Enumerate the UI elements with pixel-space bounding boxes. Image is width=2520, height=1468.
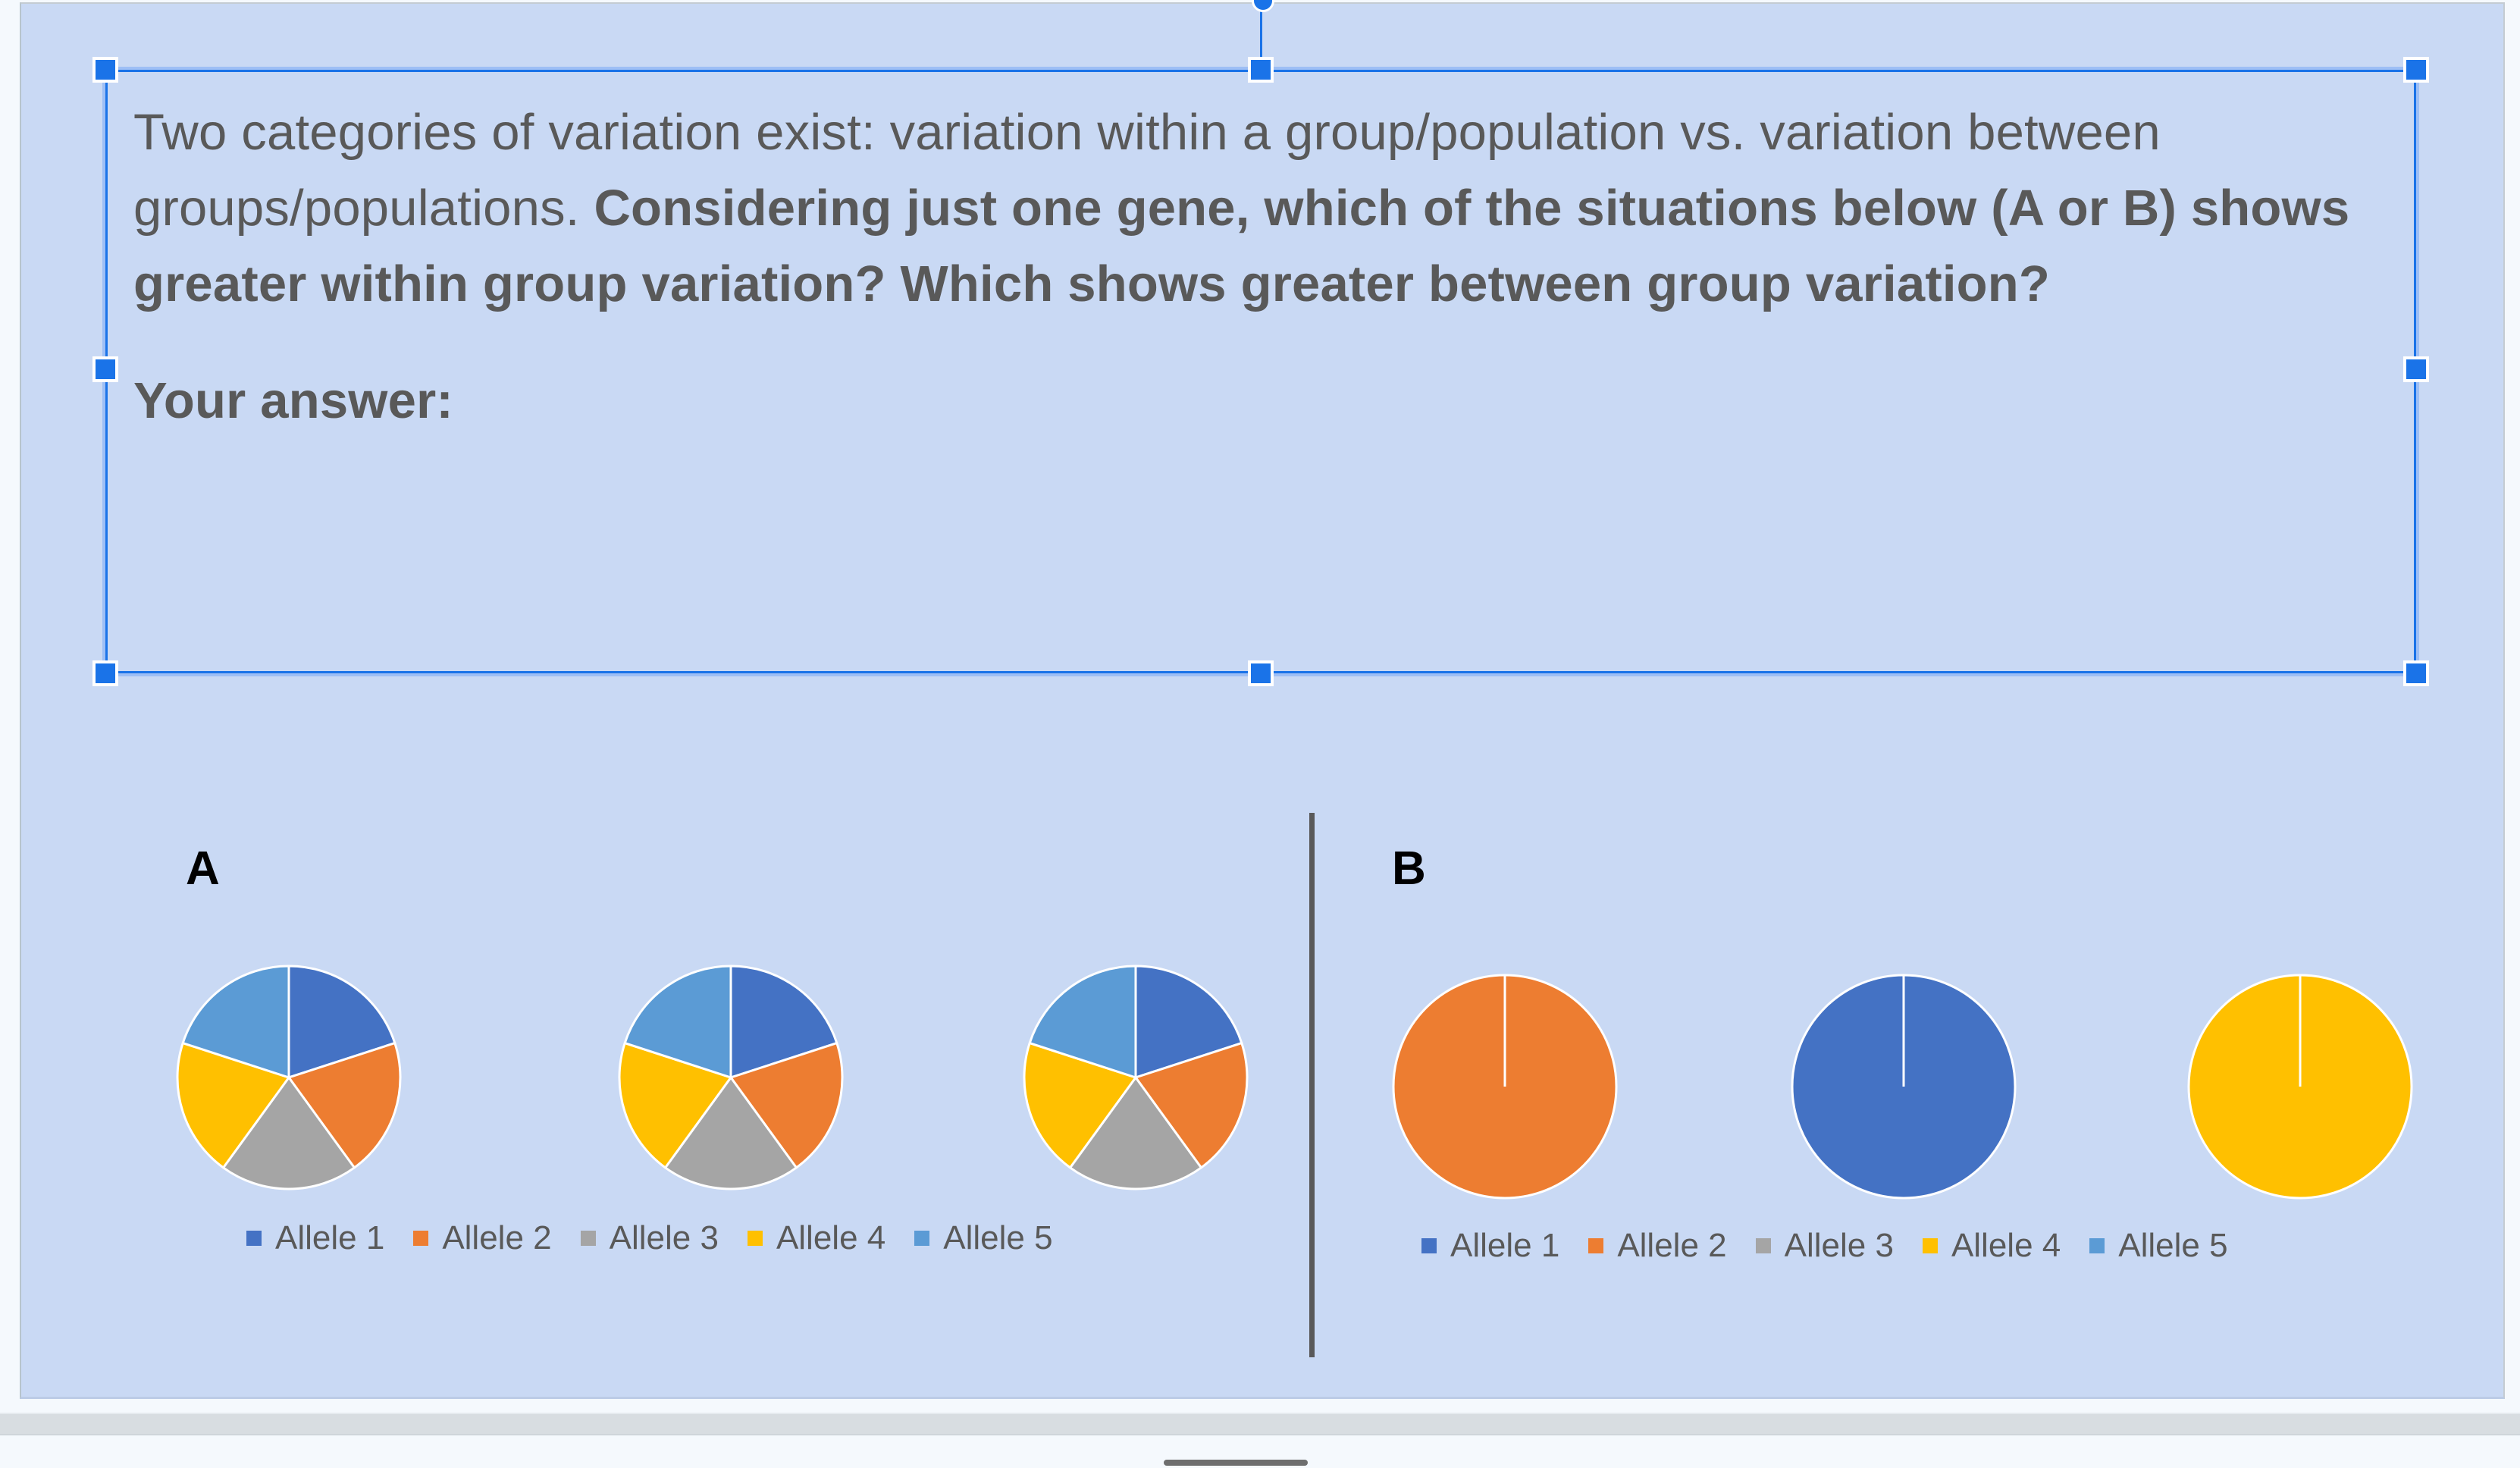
resize-handle-top-right[interactable]: [2403, 57, 2429, 83]
legend-item: Allele 3: [1755, 1227, 1894, 1265]
slide-canvas[interactable]: [20, 2, 2505, 1399]
legend-label: Allele 5: [943, 1219, 1053, 1256]
legend-swatch-icon: [580, 1231, 596, 1246]
legend-item: Allele 1: [246, 1219, 384, 1257]
pie-chart-a1: [175, 964, 403, 1191]
resize-handle-bottom-right[interactable]: [2403, 660, 2429, 686]
legend-swatch-icon: [1421, 1238, 1437, 1253]
legend-label: Allele 5: [2118, 1227, 2228, 1264]
pie-chart-b2: [1790, 973, 2017, 1200]
legend-item: Allele 4: [1922, 1227, 2061, 1265]
pie-slice: [1134, 1042, 1249, 1169]
legend-label: Allele 4: [1951, 1227, 2061, 1264]
legend-swatch-icon: [1755, 1238, 1771, 1253]
pie-slice: [176, 1042, 290, 1169]
legend-label: Allele 1: [1450, 1227, 1560, 1264]
resize-handle-middle-left[interactable]: [92, 356, 118, 382]
pie-slice: [222, 1076, 356, 1190]
horizontal-scrollbar-track[interactable]: [0, 1413, 2520, 1435]
panel-a-label: A: [186, 842, 220, 895]
legend-swatch-icon: [1588, 1238, 1604, 1253]
rotate-handle-stem: [1260, 0, 1262, 70]
legend-label: Allele 3: [609, 1219, 719, 1256]
resize-handle-top-center[interactable]: [1248, 57, 1274, 83]
legend-item: Allele 2: [413, 1219, 552, 1257]
legend-label: Allele 4: [776, 1219, 886, 1256]
legend-swatch-icon: [246, 1231, 262, 1246]
pie-slice: [181, 965, 290, 1079]
pie-slice: [618, 1042, 732, 1169]
legend-swatch-icon: [413, 1231, 429, 1246]
resize-handle-bottom-left[interactable]: [92, 660, 118, 686]
panel-divider: [1309, 813, 1315, 1357]
pie-slice: [1028, 965, 1137, 1079]
resize-handle-top-left[interactable]: [92, 57, 118, 83]
question-prompt: Considering just one gene, which of the …: [133, 180, 2350, 312]
legend-item: Allele 3: [580, 1219, 719, 1257]
resize-handle-bottom-center[interactable]: [1248, 660, 1274, 686]
pie-slice: [1069, 1076, 1202, 1190]
pie-chart-b3: [2186, 973, 2414, 1200]
answer-label: Your answer:: [133, 372, 453, 429]
pie-slice: [287, 1042, 402, 1169]
pie-slice: [664, 1076, 798, 1190]
panel-b-label: B: [1392, 842, 1426, 895]
pie-slice: [729, 1042, 844, 1169]
legend-item: Allele 1: [1421, 1227, 1559, 1265]
legend-swatch-icon: [914, 1231, 930, 1246]
question-text-box[interactable]: Two categories of variation exist: varia…: [133, 95, 2400, 439]
legend-label: Allele 3: [1784, 1227, 1894, 1264]
pie-chart-b1: [1391, 973, 1619, 1200]
pie-slice: [1134, 965, 1243, 1079]
legend-swatch-icon: [1922, 1238, 1938, 1253]
legend-item: Allele 4: [747, 1219, 886, 1257]
legend-item: Allele 5: [914, 1219, 1053, 1257]
home-indicator[interactable]: [1164, 1460, 1308, 1466]
pie-chart-a2: [617, 964, 845, 1191]
resize-handle-middle-right[interactable]: [2403, 356, 2429, 382]
legend-label: Allele 1: [275, 1219, 385, 1256]
legend-swatch-icon: [747, 1231, 763, 1246]
pie-slice: [287, 965, 396, 1079]
legend-label: Allele 2: [442, 1219, 552, 1256]
legend-item: Allele 2: [1588, 1227, 1727, 1265]
pie-slice: [729, 965, 838, 1079]
question-intro: Two categories of variation exist: varia…: [133, 104, 2161, 237]
legend-b: Allele 1 Allele 2 Allele 3 Allele 4 Allele 5: [1421, 1227, 2257, 1265]
pie-slice: [623, 965, 732, 1079]
pie-chart-a3: [1022, 964, 1249, 1191]
legend-label: Allele 2: [1617, 1227, 1727, 1264]
legend-a: Allele 1 Allele 2 Allele 3 Allele 4 Allele 5: [246, 1219, 1082, 1257]
legend-swatch-icon: [2089, 1238, 2105, 1253]
pie-slice: [1023, 1042, 1137, 1169]
legend-item: Allele 5: [2089, 1227, 2228, 1265]
